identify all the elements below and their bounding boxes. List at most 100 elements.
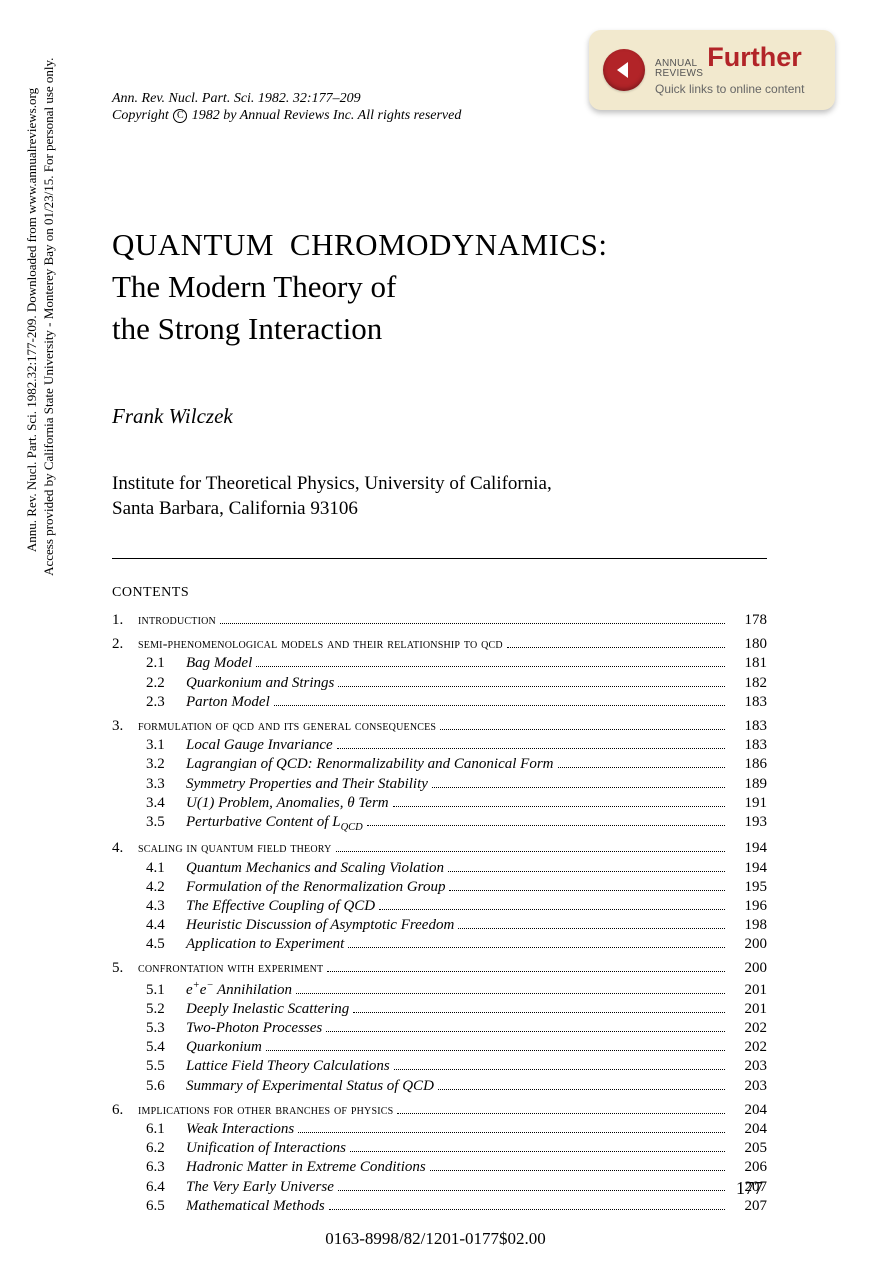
toc-title: Application to Experiment (186, 935, 344, 954)
toc-row: 6.2Unification of Interactions 205 (112, 1139, 767, 1158)
toc-dots (448, 871, 725, 872)
badge-reviews: REVIEWS (655, 69, 703, 79)
toc-page: 194 (729, 839, 767, 858)
toc-title: implications for other branches of physi… (138, 1102, 393, 1120)
toc-title: Quarkonium (186, 1038, 262, 1057)
toc-row: 4.3The Effective Coupling of QCD196 (112, 897, 767, 916)
copyright-post: 1982 by Annual Reviews Inc. All rights r… (188, 108, 461, 123)
toc-dots (438, 1089, 725, 1090)
toc-row: 6.5Mathematical Methods207 (112, 1197, 767, 1216)
toc-title: Lattice Field Theory Calculations (186, 1057, 390, 1076)
toc-number: 3.5 (112, 813, 186, 832)
toc-dots (558, 767, 726, 768)
toc-title: semi-phenomenological models and their r… (138, 636, 503, 654)
title-line3: the Strong Interaction (112, 308, 767, 350)
affiliation-line2: Santa Barbara, California 93106 (112, 498, 358, 519)
toc-dots (338, 1190, 725, 1191)
toc-row: 5.6Summary of Experimental Status of QCD… (112, 1077, 767, 1096)
toc-page: 178 (729, 611, 767, 630)
author: Frank Wilczek (112, 404, 767, 429)
toc-page: 200 (729, 935, 767, 954)
toc-title: Lagrangian of QCD: Renormalizability and… (186, 755, 554, 774)
toc-row: 4.scaling in quantum field theory194 (112, 839, 767, 858)
toc-dots (338, 686, 725, 687)
toc-row: 3.5Perturbative Content of LQCD193 (112, 813, 767, 834)
toc-page: 181 (729, 654, 767, 673)
sidebar-line1: Annu. Rev. Nucl. Part. Sci. 1982.32:177-… (24, 88, 39, 552)
toc-row: 3.formulation of qcd and its general con… (112, 717, 767, 736)
toc-page: 202 (729, 1019, 767, 1038)
toc-page: 206 (729, 1158, 767, 1177)
toc-row: 6.1Weak Interactions204 (112, 1120, 767, 1139)
toc-number: 4.3 (112, 897, 186, 916)
journal-reference: Ann. Rev. Nucl. Part. Sci. 1982. 32:177–… (112, 90, 767, 108)
toc-dots (220, 623, 725, 624)
toc-number: 6.5 (112, 1197, 186, 1216)
toc-title: Local Gauge Invariance (186, 736, 333, 755)
toc-row: 3.4U(1) Problem, Anomalies, θ Term191 (112, 794, 767, 813)
toc-title: Bag Model (186, 654, 252, 673)
copyright-line: Copyright C 1982 by Annual Reviews Inc. … (112, 108, 767, 124)
toc-title: confrontation with experiment (138, 960, 323, 978)
page-content: Ann. Rev. Nucl. Part. Sci. 1982. 32:177–… (112, 90, 767, 1216)
toc-title: Heuristic Discussion of Asymptotic Freed… (186, 916, 454, 935)
toc-title: Weak Interactions (186, 1120, 294, 1139)
toc-row: 6.4The Very Early Universe207 (112, 1178, 767, 1197)
horizontal-rule (112, 558, 767, 559)
toc-page: 207 (729, 1197, 767, 1216)
toc-number: 4.2 (112, 878, 186, 897)
toc-dots (296, 993, 725, 994)
badge-further: Further (707, 44, 802, 71)
download-attribution: Annu. Rev. Nucl. Part. Sci. 1982.32:177-… (24, 0, 58, 640)
toc-row: 1.introduction178 (112, 611, 767, 630)
toc-number: 5. (112, 959, 138, 978)
toc-row: 6.implications for other branches of phy… (112, 1101, 767, 1120)
toc-dots (350, 1151, 725, 1152)
title-line2: The Modern Theory of (112, 266, 767, 308)
toc-number: 3.3 (112, 775, 186, 794)
toc-dots (430, 1170, 725, 1171)
toc-page: 201 (729, 1000, 767, 1019)
page-number: 177 (736, 1178, 763, 1199)
further-text: ANNUAL REVIEWS Further Quick links to on… (655, 44, 821, 96)
toc-row: 4.1Quantum Mechanics and Scaling Violati… (112, 859, 767, 878)
toc-title: Deeply Inelastic Scattering (186, 1000, 349, 1019)
toc-row: 5.3Two-Photon Processes202 (112, 1019, 767, 1038)
copyright-icon: C (173, 109, 187, 123)
toc-number: 6.1 (112, 1120, 186, 1139)
toc-number: 4.4 (112, 916, 186, 935)
toc-number: 6.3 (112, 1158, 186, 1177)
toc-page: 183 (729, 736, 767, 755)
play-icon (603, 49, 645, 91)
affiliation: Institute for Theoretical Physics, Unive… (112, 471, 767, 522)
toc-title: e+e− Annihilation (186, 979, 292, 1000)
toc-title: U(1) Problem, Anomalies, θ Term (186, 794, 389, 813)
toc-dots (397, 1113, 725, 1114)
toc-number: 4.5 (112, 935, 186, 954)
toc-number: 2.2 (112, 674, 186, 693)
table-of-contents: 1.introduction1782.semi-phenomenological… (112, 611, 767, 1216)
toc-title: Summary of Experimental Status of QCD (186, 1077, 434, 1096)
toc-title: Quantum Mechanics and Scaling Violation (186, 859, 444, 878)
toc-number: 6. (112, 1101, 138, 1120)
toc-number: 2.1 (112, 654, 186, 673)
toc-page: 203 (729, 1057, 767, 1076)
toc-number: 5.5 (112, 1057, 186, 1076)
toc-page: 180 (729, 635, 767, 654)
toc-number: 6.2 (112, 1139, 186, 1158)
toc-page: 183 (729, 693, 767, 712)
toc-row: 3.2Lagrangian of QCD: Renormalizability … (112, 755, 767, 774)
title-line1: QUANTUM CHROMODYNAMICS: (112, 224, 767, 266)
toc-dots (298, 1132, 725, 1133)
toc-title: Unification of Interactions (186, 1139, 346, 1158)
toc-title: Two-Photon Processes (186, 1019, 322, 1038)
toc-dots (326, 1031, 725, 1032)
affiliation-line1: Institute for Theoretical Physics, Unive… (112, 473, 552, 494)
toc-page: 200 (729, 959, 767, 978)
toc-dots (379, 909, 725, 910)
toc-dots (256, 666, 725, 667)
toc-page: 203 (729, 1077, 767, 1096)
toc-row: 3.1Local Gauge Invariance183 (112, 736, 767, 755)
toc-page: 205 (729, 1139, 767, 1158)
toc-title: Perturbative Content of LQCD (186, 813, 363, 834)
